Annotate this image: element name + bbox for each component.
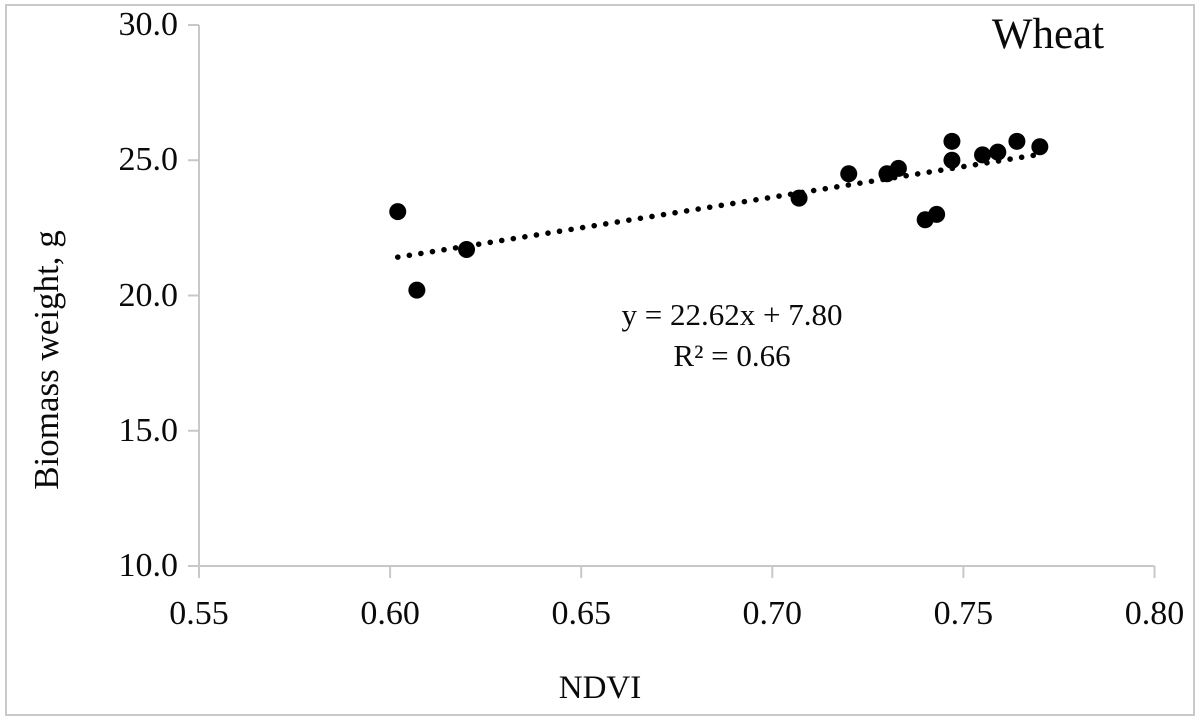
data-point: [943, 132, 961, 150]
data-point: [790, 189, 808, 207]
chart-title: Wheat: [991, 11, 1105, 58]
y-tick-label: 15.0: [118, 411, 179, 449]
trendline-equation: y = 22.62x + 7.80 R² = 0.66: [540, 294, 924, 376]
y-tick-label: 25.0: [118, 141, 179, 179]
r-squared-line: R² = 0.66: [673, 338, 791, 373]
data-point: [989, 143, 1007, 161]
x-tick-label: 0.80: [1124, 595, 1185, 632]
data-point: [389, 203, 407, 221]
x-tick-label: 0.60: [360, 595, 420, 632]
equation-line: y = 22.62x + 7.80: [621, 297, 843, 332]
x-tick-label: 0.75: [933, 595, 994, 632]
data-point: [943, 151, 961, 169]
data-point: [1008, 132, 1026, 150]
data-point: [974, 146, 992, 164]
data-point: [408, 281, 426, 299]
trendline-dotted: [394, 152, 1039, 260]
x-axis-title: NDVI: [558, 670, 642, 706]
data-point: [458, 241, 476, 259]
x-tick-label: 0.55: [169, 595, 229, 632]
data-point: [889, 159, 907, 177]
y-tick-label: 20.0: [118, 276, 179, 314]
data-point: [840, 165, 858, 183]
data-point: [1031, 138, 1049, 156]
data-point: [928, 205, 946, 223]
x-tick-label: 0.65: [551, 595, 611, 632]
y-tick-label: 10.0: [118, 547, 179, 584]
y-tick-label: 30.0: [118, 6, 179, 43]
x-tick-label: 0.70: [742, 595, 803, 632]
y-axis-title: Biomass weight, g: [27, 230, 66, 490]
